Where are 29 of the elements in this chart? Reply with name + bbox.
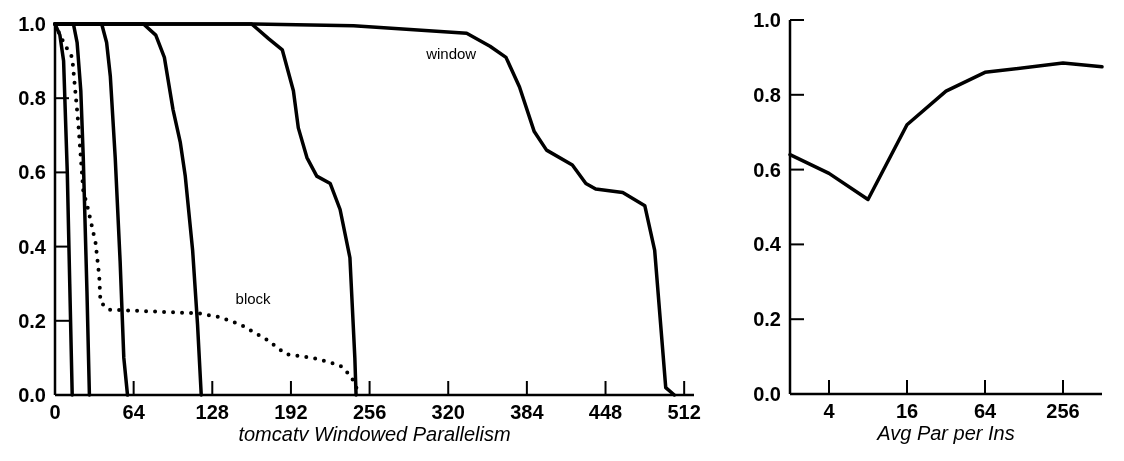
annotation: block (235, 289, 272, 307)
y-tick-label: 0.8 (753, 83, 781, 106)
y-tick-label: 0.8 (18, 87, 46, 110)
x-tick-label: 512 (667, 401, 701, 423)
x-tick-label: 64 (122, 401, 146, 423)
y-tick-label: 0.6 (753, 158, 781, 181)
x-tick-label: 0 (49, 401, 61, 423)
x-tick-label: 16 (895, 400, 919, 422)
x-axis-title: tomcatv Windowed Parallelism (238, 423, 511, 445)
x-tick-label: 320 (431, 401, 465, 423)
y-tick-label: 0.6 (18, 161, 46, 184)
y-tick-label: 1.0 (753, 9, 781, 31)
x-tick-label: 384 (510, 401, 545, 423)
x-tick-label: 448 (588, 401, 623, 423)
y-tick-label: 0.2 (753, 308, 781, 331)
x-tick-label: 192 (274, 401, 308, 423)
x-tick-label: 64 (973, 400, 997, 422)
y-tick-label: 1.0 (18, 13, 46, 35)
y-tick-label: 0.4 (18, 235, 47, 258)
x-tick-label: 256 (1046, 400, 1080, 422)
y-tick-label: 0.4 (753, 233, 782, 256)
x-tick-label: 256 (352, 401, 387, 423)
x-tick-label: 128 (195, 401, 229, 423)
x-tick-label: 4 (823, 400, 836, 422)
y-tick-label: 0.2 (18, 309, 46, 332)
annotation: window (425, 44, 477, 62)
y-tick-label: 0.0 (753, 383, 781, 405)
x-axis-title: Avg Par per Ins (876, 422, 1015, 444)
y-tick-label: 0.0 (18, 384, 46, 406)
